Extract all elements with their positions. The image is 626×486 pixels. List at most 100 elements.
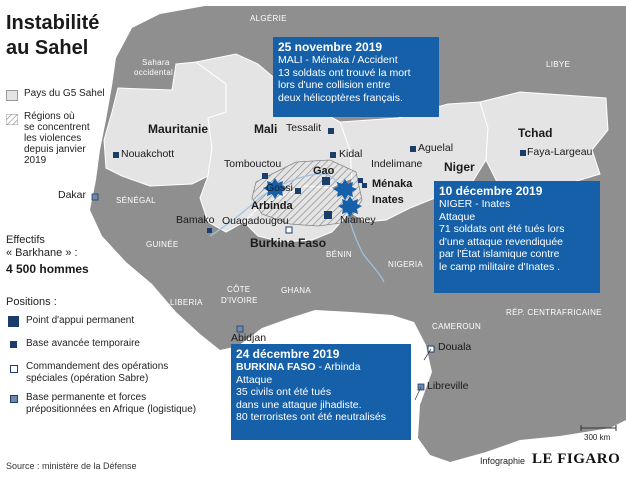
city-nouakchott: Nouakchott [121, 148, 175, 160]
label-rca: RÉP. CENTRAFRICAINE [506, 308, 602, 317]
legend-g5-swatch [6, 90, 18, 101]
label-nigeria: NIGERIA [388, 260, 423, 269]
label-tchad: Tchad [518, 126, 553, 140]
city-aguelal: Aguelal [418, 142, 454, 154]
credit-infographie: Infographie [480, 456, 526, 466]
leader-douala [423, 348, 432, 361]
callout-mali-line1: MALI - Ménaka / Accident [278, 54, 398, 66]
source-text: Source : ministère de la Défense [6, 461, 137, 471]
city-tombouctou: Tombouctou [224, 158, 282, 170]
effectifs-line2: « Barkhane » : [6, 247, 78, 259]
city-inates: Inates [372, 194, 404, 206]
base-ouagadougou [285, 226, 293, 234]
attack-marker-inates [338, 196, 362, 217]
legend-violence-line4: depuis janvier [24, 144, 86, 155]
positions-title: Positions : [6, 296, 57, 308]
callout-mali-line3: lors d'une collision entre [278, 79, 391, 91]
base-aguelal [410, 146, 416, 152]
label-cote-1: CÔTE [227, 285, 251, 294]
city-gossi: Gossi [266, 182, 293, 194]
label-ghana: GHANA [281, 286, 311, 295]
base-tombouctou [262, 173, 268, 179]
base-nouakchott [113, 152, 119, 158]
callout-niger-line2: Attaque [439, 210, 476, 223]
city-abidjan: Abidjan [231, 332, 267, 344]
callout-niger-inates: 10 décembre 2019 NIGER - Inates Attaque … [434, 181, 600, 293]
effectifs-value: 4 500 hommes [6, 262, 89, 276]
base-gossi [295, 188, 301, 194]
city-kidal: Kidal [339, 148, 363, 160]
city-ouagadougou: Ouagadougou [222, 215, 289, 227]
city-indelimane: Indelimane [371, 158, 423, 170]
callout-burkina-line1: Attaque [236, 373, 273, 386]
callout-niger-date: 10 décembre 2019 [439, 184, 543, 198]
legend-logistique-label-1: Base permanente et forces [26, 392, 147, 403]
legend-g5-label: Pays du G5 Sahel [24, 88, 105, 99]
country-tchad [479, 91, 609, 205]
legend-sabre-label-2: spéciales (opération Sabre) [26, 373, 149, 384]
label-cameroun: CAMEROUN [432, 322, 482, 331]
legend-violence-line2: se concentrent [24, 122, 90, 133]
callout-mali-menaka: 25 novembre 2019 MALI - Ménaka / Acciden… [273, 37, 439, 117]
label-senegal: SÉNÉGAL [116, 196, 156, 205]
city-douala: Douala [438, 341, 472, 353]
label-mauritanie: Mauritanie [148, 122, 209, 136]
attack-marker-menaka [333, 179, 357, 200]
callout-burkina-arbinda: 24 décembre 2019 BURKINA FASO - Arbinda … [231, 344, 411, 440]
label-mali: Mali [254, 122, 278, 136]
effectifs-line1: Effectifs [6, 234, 45, 246]
city-tessalit: Tessalit [286, 122, 322, 134]
label-algerie: ALGÉRIE [250, 14, 287, 23]
city-faya: Faya-Largeau [527, 146, 593, 158]
callout-burkina-line2: 35 civils ont été tués [236, 386, 332, 398]
label-libye: LIBYE [546, 60, 571, 69]
scale-label: 300 km [584, 433, 611, 442]
label-niger: Niger [444, 160, 475, 174]
legend-permanent-swatch [8, 316, 19, 327]
legend-avancee-label: Base avancée temporaire [26, 338, 140, 349]
legend-violence-line5: 2019 [24, 155, 47, 166]
legend-violence-line3: les violences [24, 133, 82, 144]
label-cote-2: D'IVOIRE [221, 296, 258, 305]
legend-sabre-label-1: Commandement des opérations [26, 361, 169, 372]
city-dakar: Dakar [58, 189, 87, 201]
niger-river [209, 173, 385, 283]
base-dakar [91, 193, 99, 201]
legend-sabre-swatch [10, 365, 18, 373]
city-libreville: Libreville [427, 380, 469, 392]
callout-niger-line5: par l'État islamique contre [439, 248, 560, 260]
city-arbinda: Arbinda [251, 200, 293, 212]
city-menaka: Ménaka [372, 178, 413, 190]
callout-burkina-country: BURKINA FASO [236, 361, 316, 373]
map-title-line2: au Sahel [6, 37, 89, 59]
callout-mali-line4: deux hélicoptères français. [278, 91, 403, 104]
city-gao: Gao [313, 165, 335, 177]
callout-mali-line2: 13 soldats ont trouvé la mort [278, 66, 411, 79]
legend-logistique-swatch [10, 395, 18, 403]
credit-logo: LE FIGARO [532, 451, 621, 467]
callout-burkina-date: 24 décembre 2019 [236, 347, 340, 361]
callout-burkina-place: - Arbinda [315, 361, 361, 373]
callout-burkina-line3: dans une attaque jihadiste. [236, 398, 362, 411]
violence-region [251, 159, 363, 227]
callout-niger-line3: 71 soldats ont été tués lors [439, 223, 565, 235]
callout-niger-line1: NIGER - Inates [439, 198, 511, 210]
legend-avancee-swatch [10, 341, 17, 348]
base-indelimane [358, 178, 363, 183]
callout-niger-line6: le camp militaire d'Inates . [439, 260, 561, 273]
base-gao [322, 177, 330, 185]
label-liberia: LIBERIA [170, 298, 203, 307]
label-guinee: GUINÉE [146, 240, 179, 249]
callout-burkina-head: BURKINA FASO - Arbinda [236, 361, 406, 374]
label-burkina-faso: Burkina Faso [250, 236, 327, 250]
base-menaka [362, 183, 367, 188]
callout-niger-line4: d'une attaque revendiquée [439, 235, 564, 248]
base-kidal [330, 152, 336, 158]
legend-permanent-label: Point d'appui permanent [26, 315, 135, 326]
callout-mali-date: 25 novembre 2019 [278, 40, 383, 54]
base-abidjan [236, 325, 244, 333]
base-bamako [207, 228, 212, 233]
base-faya [520, 150, 526, 156]
legend-logistique-label-2: prépositionnées en Afrique (logistique) [26, 404, 197, 415]
